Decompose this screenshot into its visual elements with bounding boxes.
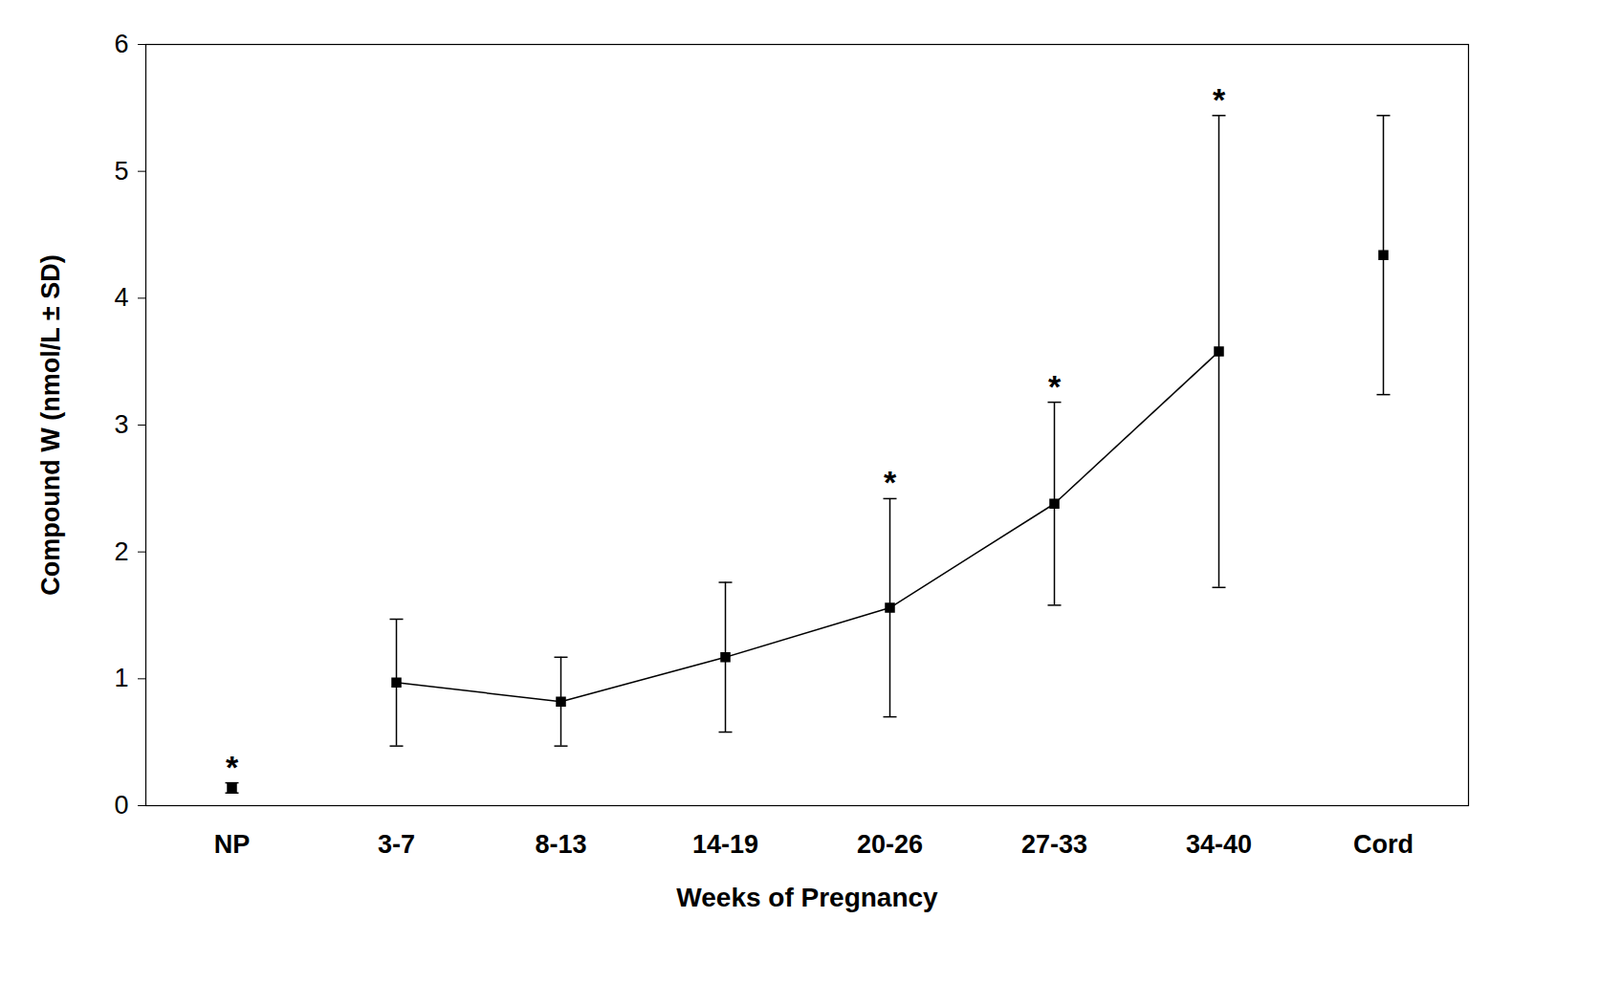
svg-text:3: 3 <box>113 410 129 439</box>
svg-text:1: 1 <box>113 663 129 693</box>
svg-text:8-13: 8-13 <box>534 830 587 859</box>
svg-text:14-19: 14-19 <box>692 830 759 859</box>
svg-text:34-40: 34-40 <box>1185 830 1252 859</box>
svg-text:*: * <box>1212 81 1227 118</box>
svg-text:3-7: 3-7 <box>377 830 416 859</box>
svg-text:4: 4 <box>113 283 129 312</box>
svg-text:*: * <box>225 748 240 786</box>
svg-text:27-33: 27-33 <box>1021 830 1088 859</box>
svg-text:*: * <box>883 463 898 501</box>
svg-text:5: 5 <box>113 156 129 186</box>
svg-text:6: 6 <box>113 29 129 59</box>
svg-text:Weeks of Pregnancy: Weeks of Pregnancy <box>676 882 939 913</box>
svg-text:Cord: Cord <box>1353 830 1414 859</box>
svg-text:20-26: 20-26 <box>856 830 923 859</box>
svg-text:NP: NP <box>214 830 251 859</box>
svg-text:*: * <box>1048 368 1062 405</box>
svg-text:Compound W (nmol/L ± SD): Compound W (nmol/L ± SD) <box>36 254 66 595</box>
svg-text:2: 2 <box>113 537 129 567</box>
svg-text:0: 0 <box>113 790 129 820</box>
